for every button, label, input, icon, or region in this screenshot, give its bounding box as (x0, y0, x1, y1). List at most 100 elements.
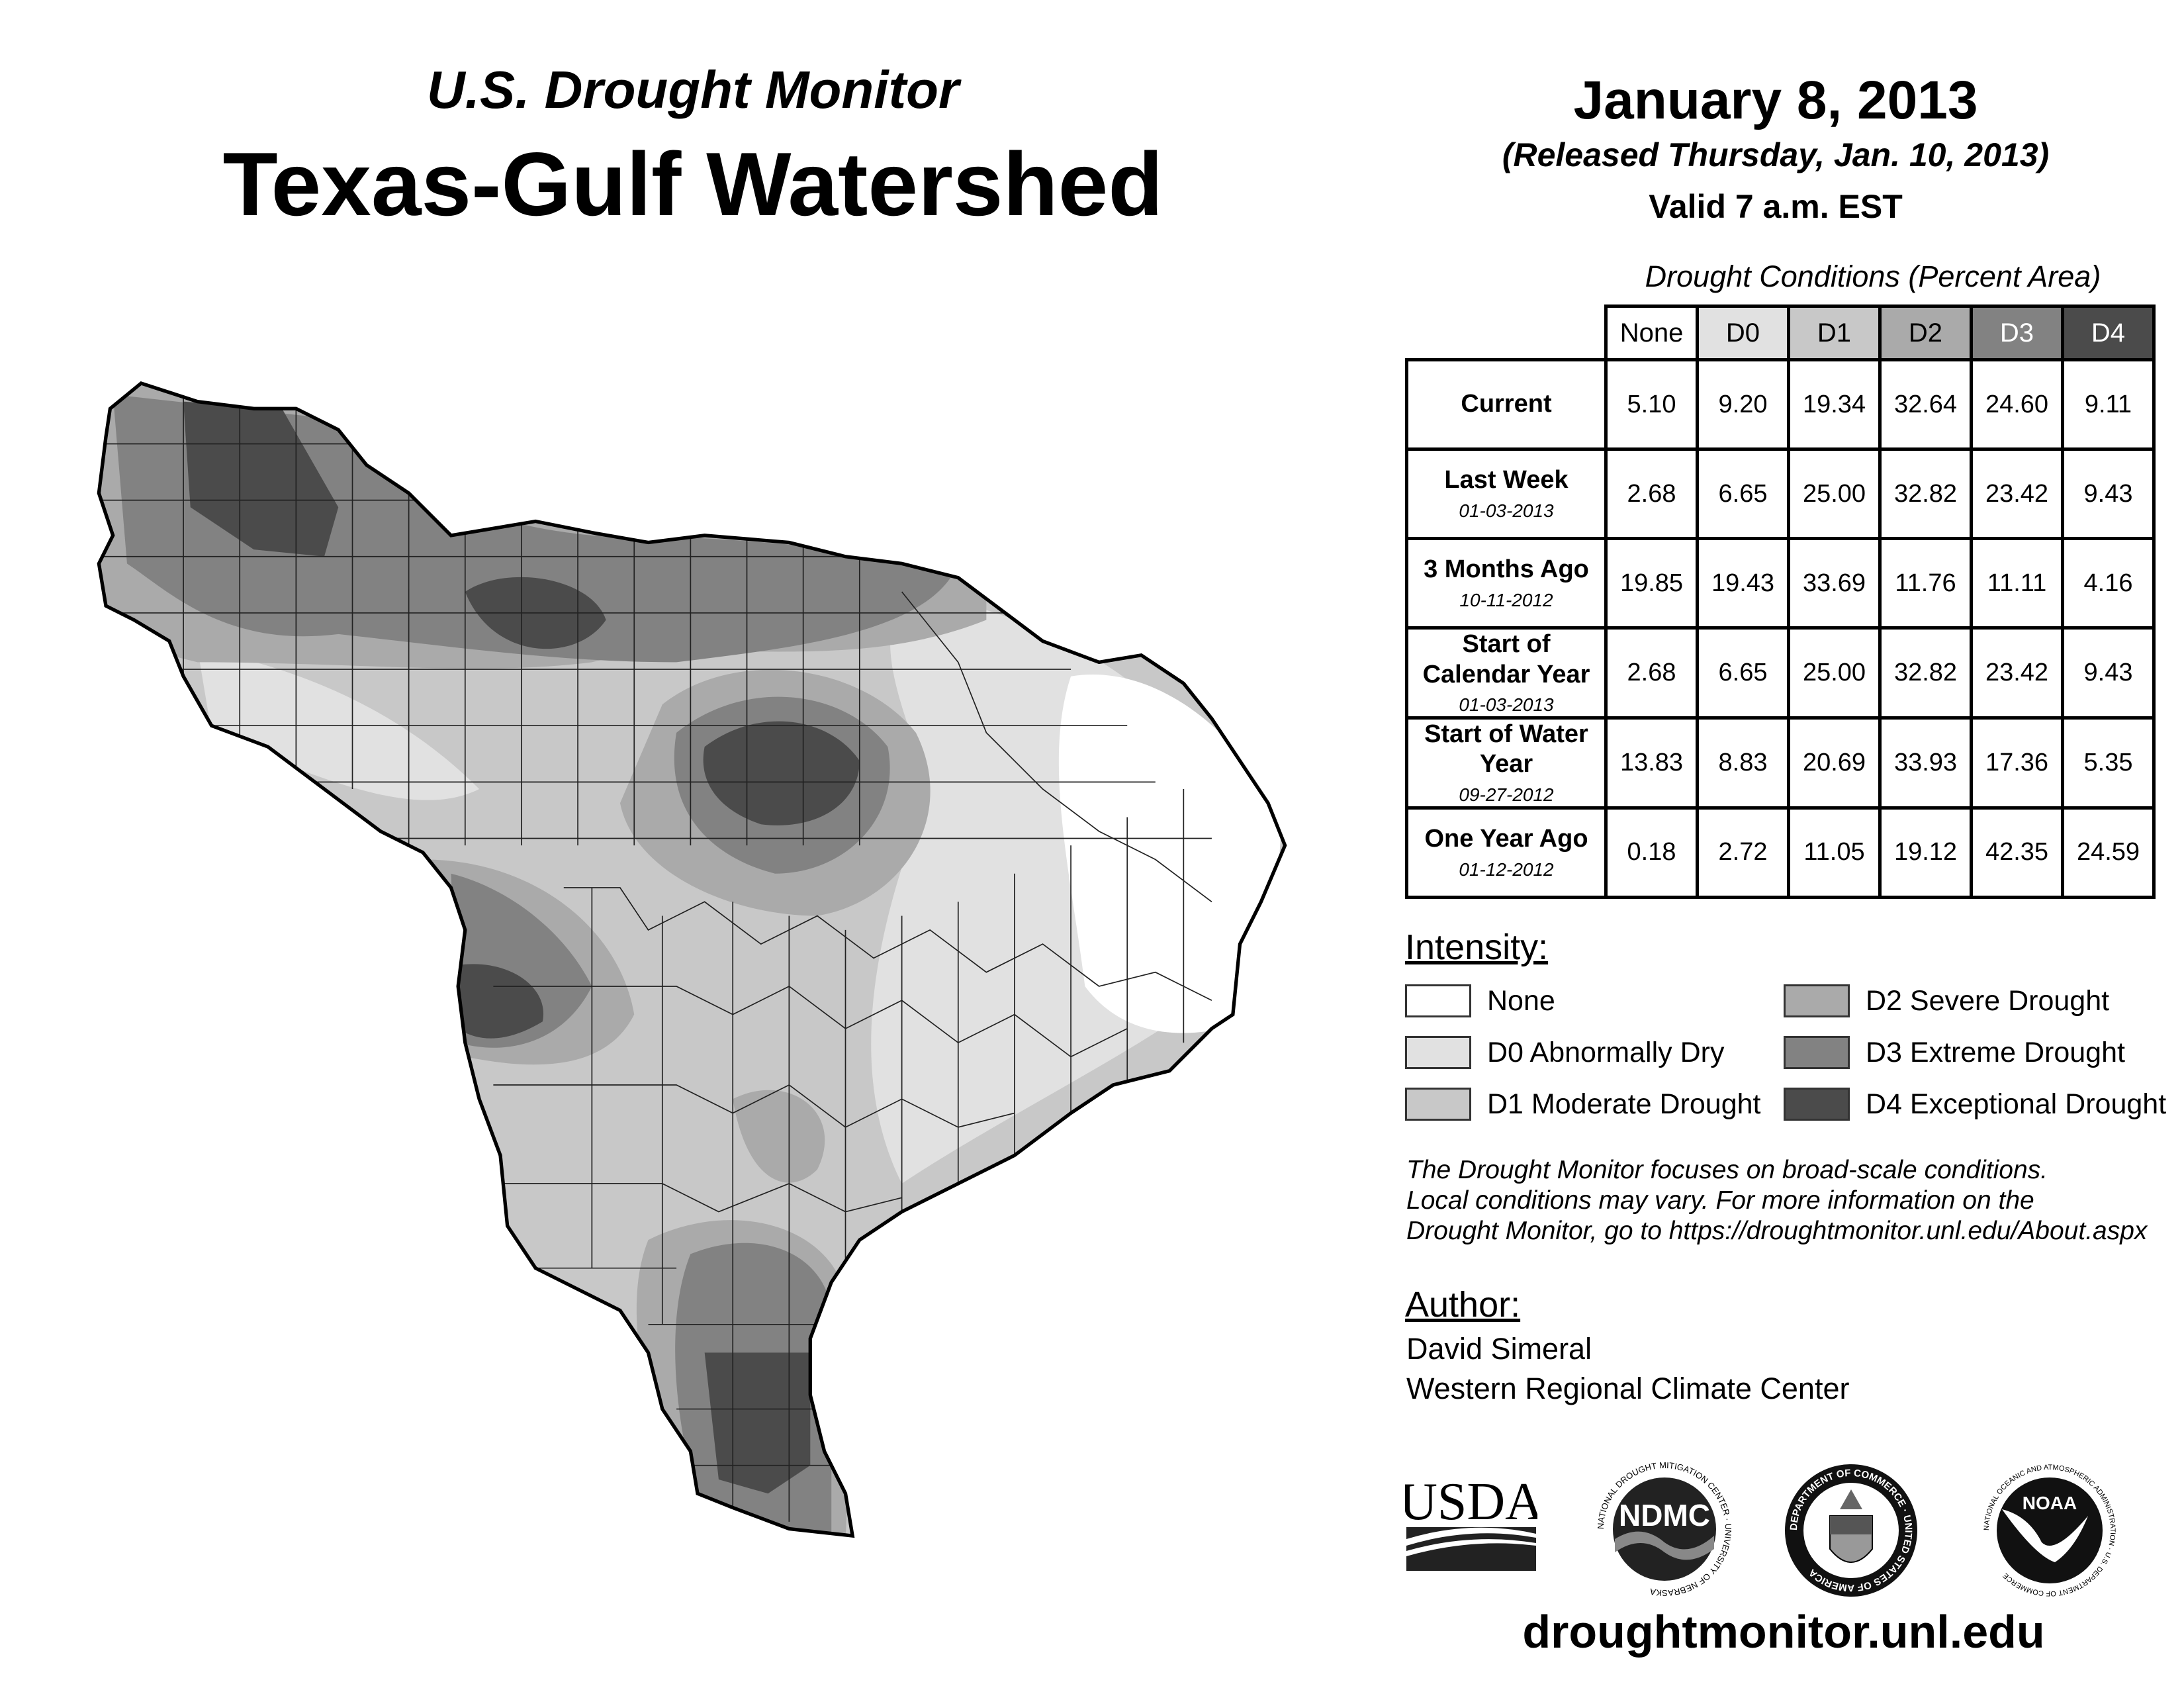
noaa-logo-text: NOAA (2023, 1493, 2077, 1513)
legend-item: D3 Extreme Drought (1784, 1034, 2125, 1071)
value-cell-d2: 32.64 (1878, 358, 1973, 451)
noaa-logo: NATIONAL OCEANIC AND ATMOSPHERIC ADMINIS… (1983, 1464, 2116, 1597)
table-row: Last Week 01-03-2013 2.68 6.65 25.00 32.82 23.… (1405, 447, 2156, 540)
row-date: 09-27-2012 (1459, 784, 1554, 805)
value-cell-d1: 25.00 (1787, 447, 1882, 540)
table-header-row: None D0 D1 D2 D3 D4 (1406, 305, 2156, 361)
column-header-d3: D3 (1970, 305, 2064, 361)
row-date: 01-03-2013 (1459, 694, 1554, 716)
d4-area-west (458, 964, 544, 1039)
legend-item: D0 Abnormally Dry (1405, 1034, 1724, 1071)
table-row: One Year Ago 01-12-2012 0.18 2.72 11.05 19.12… (1405, 806, 2156, 899)
row-date: 01-12-2012 (1459, 859, 1554, 880)
drought-conditions-table: None D0 D1 D2 D3 D4 Current 5.10 9.20 19.34 32.64… (1405, 305, 2156, 899)
legend-label: None (1487, 984, 1555, 1017)
note-line: The Drought Monitor focuses on broad-sca… (1406, 1156, 2048, 1184)
value-cell-d1: 11.05 (1787, 806, 1882, 899)
row-label-cell: Last Week 01-03-2013 (1405, 447, 1608, 540)
value-cell-d2: 19.12 (1878, 806, 1973, 899)
column-header-none: None (1604, 305, 1699, 361)
legend-item: None (1405, 982, 1555, 1019)
table-row: 3 Months Ago 10-11-2012 19.85 19.43 33.69 11.… (1405, 537, 2156, 630)
value-cell-d3: 11.11 (1970, 537, 2064, 630)
valid-time: Valid 7 a.m. EST (1649, 188, 1903, 225)
disclaimer-note: The Drought Monitor focuses on broad-sca… (1406, 1155, 2181, 1246)
header-blank (1406, 306, 1606, 361)
row-label: Start of Calendar Year (1422, 630, 1590, 688)
value-cell-d1: 20.69 (1787, 716, 1882, 810)
legend-swatch (1405, 1036, 1471, 1069)
row-label: 3 Months Ago (1424, 555, 1589, 584)
author-organization: Western Regional Climate Center (1406, 1372, 1850, 1405)
note-line: Drought Monitor, go to https://droughtmo… (1406, 1217, 2148, 1245)
table-row: Start of Calendar Year 01-03-2013 2.68 6.65… (1405, 626, 2156, 720)
value-cell-d4: 9.43 (2061, 626, 2156, 720)
legend-swatch (1784, 1036, 1850, 1069)
legend-item: D4 Exceptional Drought (1784, 1086, 2166, 1123)
column-header-d1: D1 (1787, 305, 1882, 361)
legend-swatch (1784, 1088, 1850, 1121)
d4-area-panhandle (183, 401, 339, 557)
legend-swatch (1784, 984, 1850, 1017)
legend-swatch (1405, 1088, 1471, 1121)
value-cell-d0: 6.65 (1696, 447, 1790, 540)
legend-label: D4 Exceptional Drought (1866, 1088, 2167, 1120)
value-cell-d0: 6.65 (1696, 626, 1790, 720)
column-header-d2: D2 (1878, 305, 1973, 361)
map-title: Texas-Gulf Watershed (222, 134, 1163, 234)
usda-logo: USDA (1405, 1473, 1537, 1571)
d4-area-central (703, 721, 860, 825)
row-date: 01-03-2013 (1459, 500, 1554, 521)
value-cell-d4: 24.59 (2061, 806, 2156, 899)
value-cell-d0: 2.72 (1696, 806, 1790, 899)
county-lines (99, 394, 1212, 1522)
usda-logo-text: USDA (1405, 1473, 1537, 1531)
value-cell-d3: 23.42 (1970, 626, 2064, 720)
value-cell-none: 5.10 (1604, 358, 1699, 451)
note-line: Local conditions may vary. For more info… (1406, 1186, 2034, 1215)
release-date: (Released Thursday, Jan. 10, 2013) (1502, 136, 2050, 173)
legend-label: D2 Severe Drought (1866, 984, 2110, 1017)
value-cell-none: 19.85 (1604, 537, 1699, 630)
value-cell-d2: 32.82 (1878, 626, 1973, 720)
row-label-cell: Start of Water Year 09-27-2012 (1405, 716, 1608, 810)
ndmc-logo: NATIONAL DROUGHT MITIGATION CENTER · UNI… (1596, 1460, 1733, 1598)
table-row: Start of Water Year 09-27-2012 13.83 8.83 20… (1405, 716, 2156, 810)
legend-label: D0 Abnormally Dry (1487, 1036, 1725, 1068)
value-cell-none: 2.68 (1604, 447, 1699, 540)
value-cell-d4: 9.11 (2061, 358, 2156, 451)
value-cell-d0: 19.43 (1696, 537, 1790, 630)
map-date: January 8, 2013 (1573, 70, 1978, 130)
d2-area-southcentral (733, 1090, 825, 1183)
legend-item: D2 Severe Drought (1784, 982, 2109, 1019)
value-cell-d4: 5.35 (2061, 716, 2156, 810)
value-cell-d3: 17.36 (1970, 716, 2064, 810)
map-subtitle: U.S. Drought Monitor (426, 60, 960, 119)
value-cell-d4: 4.16 (2061, 537, 2156, 630)
value-cell-d2: 11.76 (1878, 537, 1973, 630)
row-label: Last Week (1444, 466, 1569, 494)
value-cell-none: 0.18 (1604, 806, 1699, 899)
row-label-cell: Current (1405, 358, 1608, 451)
value-cell-d3: 24.60 (1970, 358, 2064, 451)
row-label-cell: 3 Months Ago 10-11-2012 (1405, 537, 1608, 630)
author-name: David Simeral (1406, 1332, 1592, 1366)
value-cell-none: 2.68 (1604, 626, 1699, 720)
column-header-d0: D0 (1696, 305, 1790, 361)
value-cell-d3: 42.35 (1970, 806, 2064, 899)
column-header-d4: D4 (2061, 305, 2156, 361)
table-caption: Drought Conditions (Percent Area) (1645, 259, 2101, 293)
ndmc-logo-text: NDMC (1619, 1498, 1710, 1532)
row-label: One Year Ago (1424, 824, 1588, 853)
row-date: 10-11-2012 (1459, 590, 1553, 610)
legend-item: D1 Moderate Drought (1405, 1086, 1761, 1123)
value-cell-d3: 23.42 (1970, 447, 2064, 540)
value-cell-d1: 33.69 (1787, 537, 1882, 630)
none-area-east (1058, 674, 1283, 1033)
value-cell-d2: 32.82 (1878, 447, 1973, 540)
website-url[interactable]: droughtmonitor.unl.edu (1522, 1606, 2045, 1658)
row-label: Start of Water Year (1424, 720, 1588, 778)
value-cell-d0: 9.20 (1696, 358, 1790, 451)
department-of-commerce-seal: DEPARTMENT OF COMMERCE · UNITED STATES O… (1785, 1464, 1917, 1597)
